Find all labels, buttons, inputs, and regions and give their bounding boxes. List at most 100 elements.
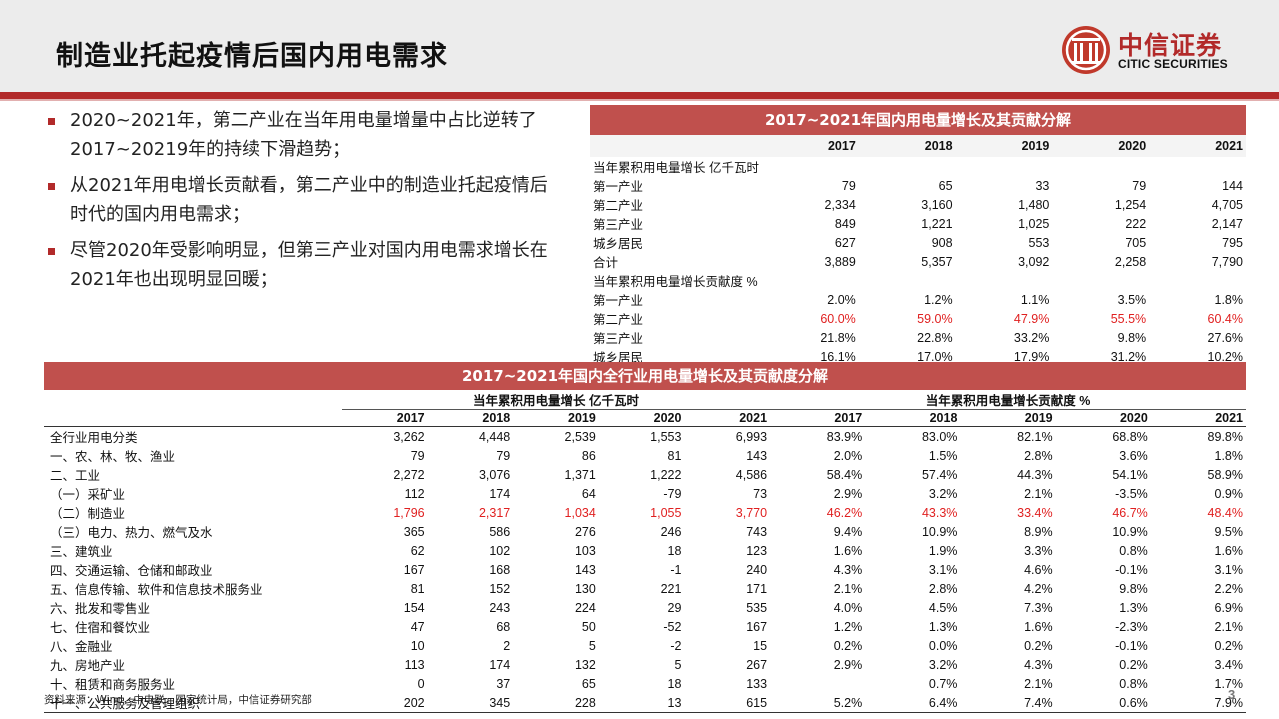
data-cell: 3.4% [1214, 657, 1244, 672]
data-cell: 3.2% [928, 486, 958, 501]
row-label: 城乡居民 [593, 237, 644, 251]
row-label: （三）电力、热力、燃气及水 [50, 526, 213, 540]
table-row: 当年累积用电量增长 亿千瓦时 [590, 157, 1246, 176]
data-cell: 8.9% [1024, 524, 1053, 539]
data-cell: 3,092 [1018, 254, 1050, 269]
data-cell: 143 [574, 562, 596, 577]
year-header: 2017 [396, 411, 425, 425]
data-cell: 2,539 [513, 426, 599, 446]
data-cell: 7.3% [1024, 600, 1053, 615]
data-cell: 2.9% [833, 657, 863, 672]
data-cell: 3.3% [1024, 543, 1053, 558]
table-row: 城乡居民 627 908 553 705 795 [590, 233, 1246, 252]
citic-logo-icon [1062, 26, 1110, 74]
table-row: 当年累积用电量增长贡献度 % [590, 271, 1246, 290]
data-cell: -1 [670, 562, 682, 577]
data-cell: 47.9% [1013, 311, 1050, 326]
data-cell: 79 [410, 448, 425, 463]
row-label: 第一产业 [593, 180, 644, 194]
data-cell: 9.5% [1214, 524, 1244, 539]
data-cell: 10.9% [1112, 524, 1148, 539]
data-cell: -2 [670, 638, 682, 653]
data-cell: -3.5% [1115, 486, 1148, 501]
row-label: 五、信息传输、软件和信息技术服务业 [50, 583, 263, 597]
electricity-growth-table: 2017~2021年国内用电量增长及其贡献分解 2017 2018 2019 2… [590, 105, 1246, 367]
data-cell: 1,055 [650, 505, 682, 520]
data-cell: 167 [746, 619, 768, 634]
data-cell: 705 [1125, 235, 1147, 250]
table1-grid: 2017 2018 2019 2020 2021 当年累积用电量增长 亿千瓦时第… [590, 135, 1246, 367]
data-cell: 29 [667, 600, 682, 615]
data-cell: 743 [746, 524, 768, 539]
bullet-item: 从2021年用电增长贡献看，第二产业中的制造业托起疫情后时代的国内用电需求； [48, 171, 558, 229]
row-label: 当年累积用电量增长贡献度 % [593, 275, 758, 289]
data-cell [956, 157, 1053, 176]
data-cell: 2.1% [1024, 676, 1053, 691]
data-cell: 133 [746, 676, 768, 691]
data-cell: 10.2% [1149, 347, 1246, 367]
table1-body: 当年累积用电量增长 亿千瓦时 第一产业 79 65 33 79 144 第二产业 2,334 3,… [590, 157, 1246, 367]
data-cell: 1,371 [564, 467, 596, 482]
data-cell: 0.6% [1055, 693, 1151, 713]
data-cell: 2.9% [833, 486, 863, 501]
data-cell: 267 [746, 657, 768, 672]
data-cell: 2,272 [393, 467, 425, 482]
data-cell: 58.4% [826, 467, 863, 482]
data-cell: 1.2% [833, 619, 863, 634]
row-label: 七、住宿和餐饮业 [50, 621, 151, 635]
data-cell: 7,790 [1211, 254, 1243, 269]
data-cell: 144 [1222, 178, 1243, 193]
data-cell: 221 [660, 581, 682, 596]
data-cell: 243 [489, 600, 511, 615]
data-cell: 7.4% [960, 693, 1056, 713]
year-header: 2018 [858, 135, 956, 157]
data-cell: 224 [574, 600, 596, 615]
data-cell: 79 [1132, 178, 1147, 193]
data-cell: 1.8% [1214, 448, 1244, 463]
data-cell: 6,993 [684, 426, 771, 446]
data-cell: 795 [1222, 235, 1243, 250]
data-cell: 535 [746, 600, 768, 615]
data-cell: 123 [746, 543, 768, 558]
row-label: 全行业用电分类 [44, 426, 342, 446]
data-cell: 3.2% [928, 657, 958, 672]
data-cell: 6.4% [865, 693, 961, 713]
year-header: 2021 [1149, 135, 1246, 157]
data-cell: 2.8% [928, 581, 958, 596]
bullet-square-icon [48, 183, 55, 190]
row-label: 第一产业 [593, 294, 644, 308]
data-cell: 4.3% [833, 562, 863, 577]
data-cell: 58.9% [1207, 467, 1243, 482]
row-label: 六、批发和零售业 [50, 602, 151, 616]
source-note: 资料来源：Wind，中电联，国家统计局，中信证券研究部 [44, 694, 312, 706]
data-cell: 2,147 [1211, 216, 1243, 231]
data-cell: 9.8% [1119, 581, 1148, 596]
data-cell: 0.2% [1024, 638, 1053, 653]
year-header: 2021 [1215, 411, 1243, 425]
data-cell: 3,262 [342, 426, 428, 446]
data-cell: 345 [427, 693, 514, 713]
data-cell: 154 [403, 600, 425, 615]
data-cell: 83.0% [865, 426, 961, 446]
data-cell: 1.1% [1020, 292, 1050, 307]
data-cell: 240 [746, 562, 768, 577]
data-cell: 68.8% [1055, 426, 1151, 446]
data-cell: 2.2% [1214, 581, 1244, 596]
table-row: 十、租赁和商务服务业 0 37 65 18 133 0.7% 2.1% 0.8% 1.7% [44, 674, 1246, 693]
table-row: 八、金融业 10 2 5 -2 15 0.2% 0.0% 0.2% -0.1% 0.2% [44, 636, 1246, 655]
data-cell: 2,334 [824, 197, 856, 212]
data-cell: 0.2% [1119, 657, 1148, 672]
data-cell: 1.3% [928, 619, 958, 634]
data-cell: 86 [581, 448, 596, 463]
year-header: 2020 [653, 411, 682, 425]
table-row: 第一产业 2.0% 1.2% 1.1% 3.5% 1.8% [590, 290, 1246, 309]
year-header: 2018 [929, 411, 958, 425]
data-cell: 222 [1125, 216, 1147, 231]
data-cell: 10 [410, 638, 425, 653]
data-cell: 44.3% [1017, 467, 1053, 482]
year-header: 2021 [739, 411, 768, 425]
data-cell: 1.3% [1119, 600, 1148, 615]
data-cell: 908 [931, 235, 953, 250]
year-header: 2018 [482, 411, 511, 425]
data-cell: -0.1% [1115, 562, 1148, 577]
